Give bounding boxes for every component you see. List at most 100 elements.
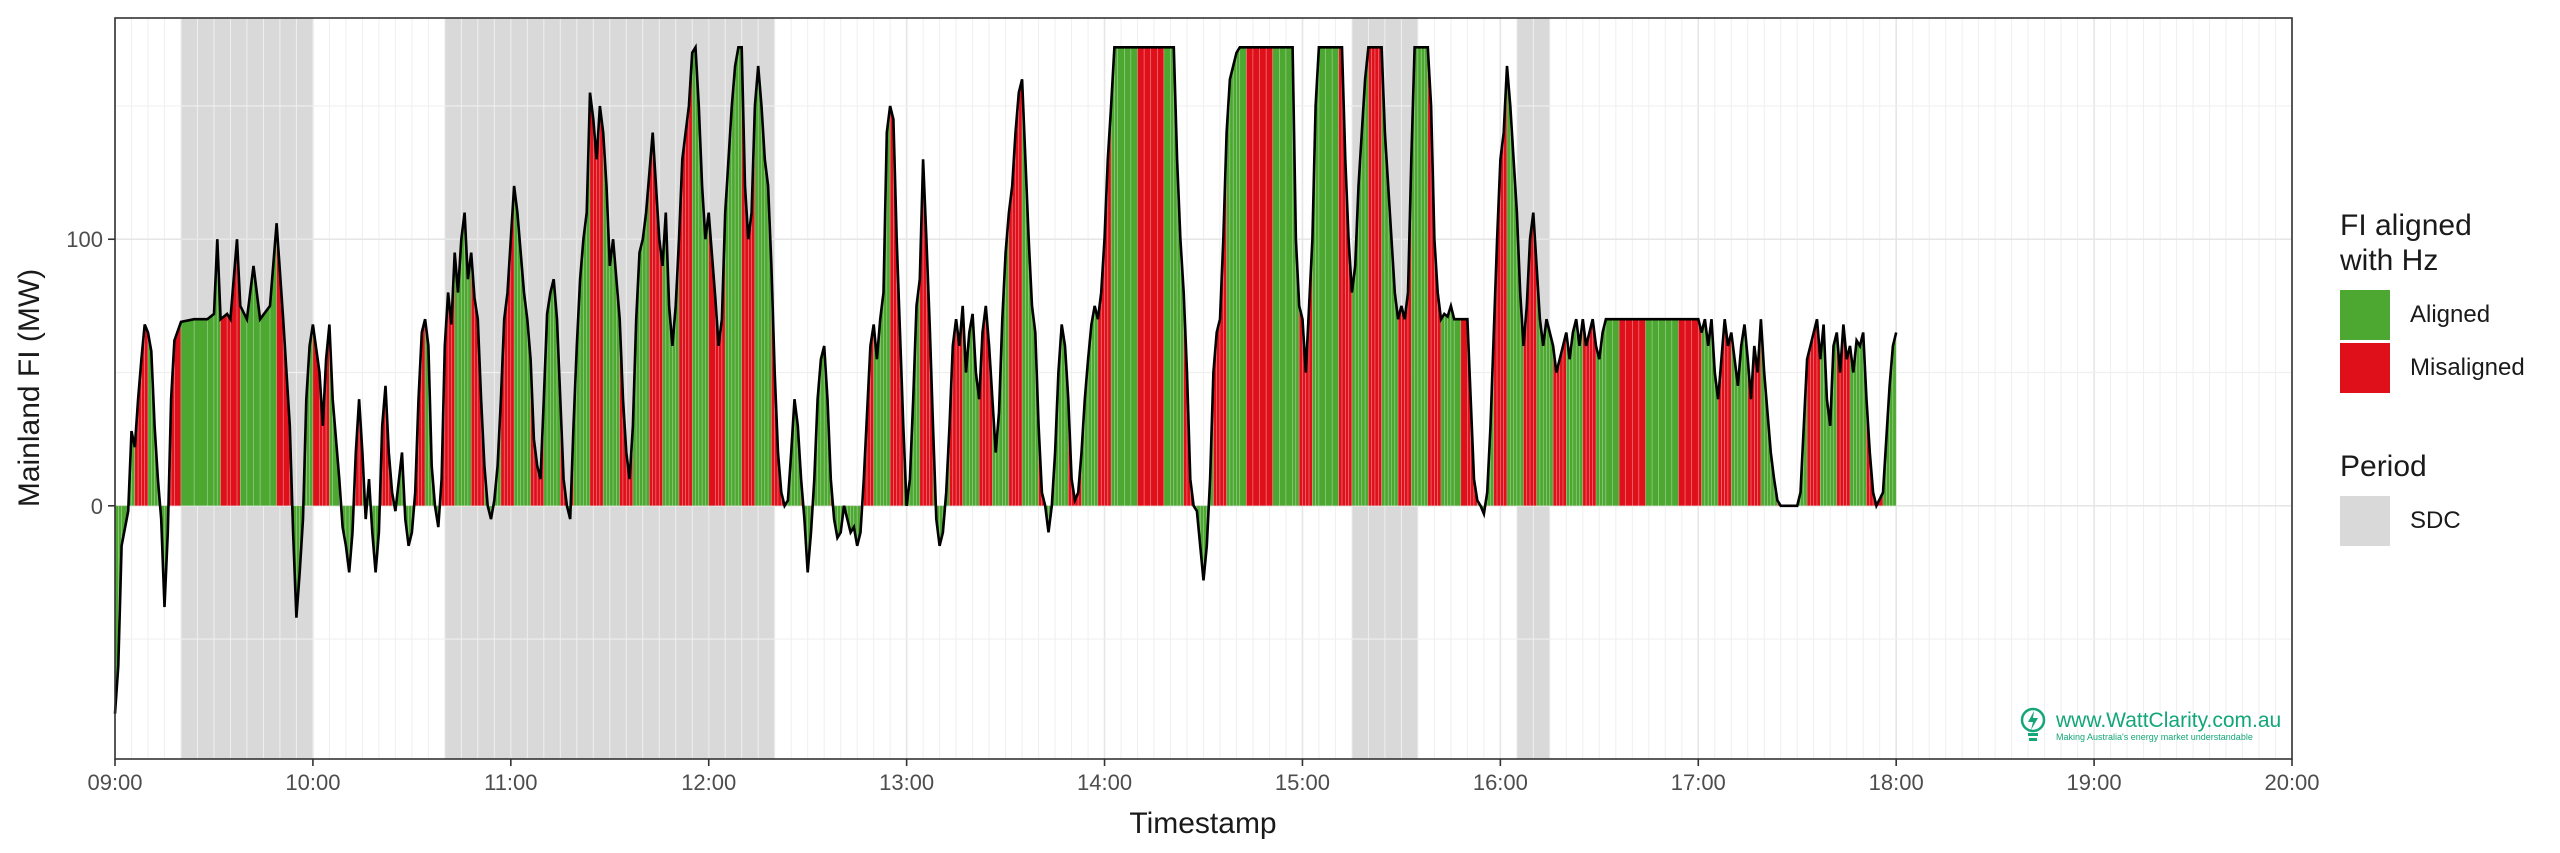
fi-area-segment [658,239,663,507]
fi-area-segment [1157,47,1165,507]
fi-area-segment [1678,318,1686,507]
fi-area-segment [764,159,769,507]
fi-area-segment [1585,332,1590,507]
fi-area-segment [1318,47,1326,507]
fi-area-segment [645,172,650,507]
fi-area-segment [1331,47,1340,507]
fi-area-segment [889,105,894,507]
fi-area-segment [754,65,759,507]
fi-area-segment [1371,47,1376,507]
fi-area-segment [1124,47,1132,507]
fi-area-segment [1671,318,1679,507]
fi-area-segment [1542,319,1547,507]
fi-area-segment [1285,47,1293,507]
fi-area-segment [955,319,960,507]
legend-title-period: Period [2340,450,2427,483]
legend-swatch-misaligned [2340,342,2390,393]
fi-area-segment [705,212,710,507]
fi-area-segment [240,305,248,507]
fi-area-segment [1232,52,1237,507]
fi-area-segment [1265,47,1274,507]
fi-area-segment [1589,319,1594,507]
watermark-url: www.WattClarity.com.au [2056,709,2282,732]
legend-item-sdc: SDC [2340,494,2550,547]
x-tick-label: 11:00 [484,770,537,795]
fi-area-segment [1401,305,1406,507]
legend-label-sdc: SDC [2410,506,2461,534]
legend-item-misaligned: Misaligned [2340,341,2550,394]
fi-area-segment [1810,332,1815,507]
fi-area-segment [1618,318,1627,507]
fi-area-segment [639,239,644,507]
fi-area-segment [599,105,604,507]
lightbulb-icon [2020,707,2046,741]
x-tick-label: 18:00 [1869,770,1924,795]
fi-area-segment [1443,313,1448,507]
fi-area-segment [1529,212,1534,507]
fi-area-segment [1394,292,1399,507]
fi-area-segment [1701,319,1706,507]
fi-area-segment [1697,319,1702,507]
x-axis-title: Timestamp [1129,807,1276,840]
fi-area-segment [1684,318,1692,507]
fi-area-segment [1397,305,1402,507]
x-tick-label: 10:00 [285,770,340,795]
fi-area-segment [1460,318,1468,507]
fi-area-segment [1325,47,1333,507]
fi-area-segment [550,279,554,507]
fi-area-segment [226,312,231,507]
fi-area-segment [757,65,762,507]
legend-label-aligned: Aligned [2410,300,2491,328]
fi-area-segment [691,46,696,507]
fi-area-segment [1364,47,1369,507]
fi-area-segment [1414,47,1419,507]
fi-area-segment [1351,265,1356,507]
x-tick-label: 12:00 [681,770,736,795]
fi-area-segment [1378,47,1382,507]
x-tick-label: 16:00 [1473,770,1528,795]
fi-area-segment [688,52,693,507]
x-tick-label: 13:00 [879,770,934,795]
fi-area-segment [1453,318,1462,507]
fi-area-segment [1137,47,1145,507]
fi-area-segment [1279,47,1287,507]
fi-area-segment [1259,47,1267,507]
fi-area-segment [1437,292,1442,507]
fi-area-segment [1575,319,1580,507]
legend-swatch-aligned [2340,289,2390,340]
fi-area-segment [1097,292,1102,507]
fi-area-segment [1651,318,1659,507]
fi-area-segment [1447,305,1452,507]
fi-area-segment [1549,332,1554,507]
fi-area-segment [220,313,228,507]
fi-area-segment [748,212,752,507]
fi-area-segment [1556,359,1561,507]
fi-area-segment [1420,47,1425,507]
fi-area-segment [1562,332,1567,507]
fi-area-segment [1582,319,1587,507]
watermark-tagline: Making Australia's energy market underst… [2056,732,2253,742]
fi-area-segment [969,313,973,507]
fi-area-segment [1216,319,1221,507]
fi-area-segment [731,65,736,507]
fi-area-segment [1417,47,1422,507]
fi-area-segment [1645,318,1653,507]
y-axis-title: Mainland FI (MW) [13,269,46,507]
fi-area-segment [1539,319,1544,507]
fi-area-segment [1091,305,1095,507]
fi-area-segment [174,321,182,507]
fi-area-segment [1170,47,1175,507]
fi-area-segment [1015,92,1020,507]
fi-area-segment [1892,332,1897,507]
fi-area-segment [1236,46,1241,507]
fi-area-segment [1272,47,1280,507]
x-tick-label: 15:00 [1275,770,1330,795]
fi-area-segment [1625,318,1633,507]
fi-area-segment [461,212,465,507]
fi-area-segment [589,92,594,507]
fi-area-segment [1859,332,1864,507]
legend-swatch-sdc [2340,495,2390,546]
fi-area-segment [1500,132,1504,507]
fi-area-segment [642,212,647,507]
